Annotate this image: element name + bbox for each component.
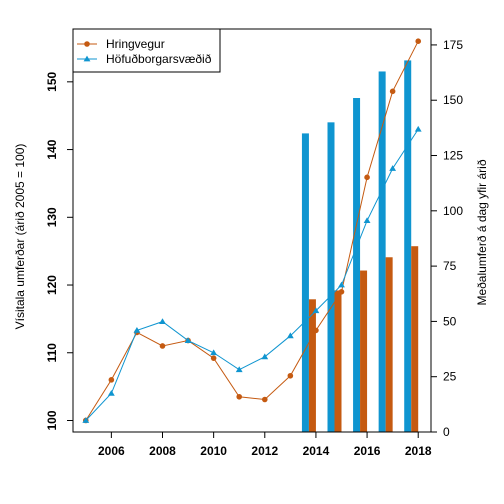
right-tick-label-100: 100 [443, 204, 463, 218]
bar-orange-2017 [385, 257, 393, 432]
left-tick-label-110: 110 [45, 343, 59, 363]
right-tick-label-175: 175 [443, 38, 463, 52]
point-2-2016 [363, 217, 371, 224]
bar-blue-2018 [404, 60, 412, 432]
bar-blue-2014 [301, 133, 309, 432]
left-tick-label-100: 100 [45, 410, 59, 430]
x-tick-label-2006: 2006 [98, 444, 125, 458]
point-2-2008 [159, 318, 166, 324]
left-tick-label-130: 130 [45, 207, 59, 227]
right-tick-label-75: 75 [443, 259, 457, 273]
point-1-2010 [210, 355, 217, 361]
bar-orange-2015 [334, 290, 342, 432]
axes-layer: 2006 2008 2010 2012 2014 2016 2018 100 110 120 130… [13, 28, 489, 458]
right-tick-label-50: 50 [443, 314, 457, 328]
left-axis-title: Vísitala umferðar (árið 2005 = 100) [13, 144, 27, 330]
x-tick-label-2012: 2012 [251, 444, 278, 458]
bar-blue-2016 [353, 98, 361, 432]
legend-marker-2 [83, 55, 91, 62]
right-tick-label-25: 25 [443, 370, 457, 384]
x-tick-label-2016: 2016 [354, 444, 381, 458]
bar-orange-2014 [308, 299, 316, 432]
line-series-1 [85, 40, 419, 421]
lines-layer [82, 38, 422, 424]
point-2-2011 [235, 366, 243, 373]
point-2-2007 [133, 327, 141, 333]
point-2-2013 [286, 332, 294, 339]
point-1-2015 [338, 288, 345, 295]
point-1-2016 [364, 174, 370, 181]
legend-label-2: Höfuðborgarsvæðið [106, 52, 212, 66]
x-tick-label-2018: 2018 [405, 444, 432, 458]
point-2-2010 [210, 349, 218, 356]
right-tick-label-125: 125 [443, 149, 463, 163]
point-1-2017 [389, 88, 396, 95]
point-1-2006 [108, 377, 115, 383]
point-1-2008 [159, 343, 166, 349]
point-2-2015 [338, 281, 345, 288]
x-tick-label-2014: 2014 [303, 444, 330, 458]
point-1-2013 [287, 372, 294, 379]
left-tick-label-150: 150 [45, 71, 59, 91]
bar-orange-2018 [411, 246, 419, 432]
x-tick-label-2008: 2008 [149, 444, 176, 458]
bars-layer [301, 60, 419, 433]
point-2-2018 [414, 125, 422, 132]
point-2-2017 [389, 165, 397, 171]
plot-frame [72, 28, 432, 433]
point-1-2011 [236, 393, 243, 400]
point-2-2014 [312, 307, 320, 314]
bar-orange-2016 [360, 270, 368, 432]
x-tick-label-2010: 2010 [200, 444, 227, 458]
point-2-2006 [107, 389, 115, 396]
point-1-2012 [261, 396, 268, 403]
point-2-2009 [184, 337, 192, 343]
point-1-2014 [313, 327, 319, 334]
right-tick-label-0: 0 [443, 425, 450, 439]
left-tick-label-140: 140 [45, 139, 59, 159]
bar-blue-2015 [327, 122, 335, 433]
right-tick-label-150: 150 [443, 93, 463, 107]
legend-label-1: Hringvegur [106, 37, 165, 51]
legend-marker-1 [84, 41, 90, 47]
point-1-2018 [415, 38, 422, 44]
line-series-2 [85, 128, 419, 421]
legend-box [72, 28, 221, 73]
left-tick-label-120: 120 [45, 275, 59, 295]
point-2-2012 [261, 353, 269, 360]
point-2-2005 [82, 417, 90, 423]
bar-blue-2017 [378, 71, 386, 432]
right-axis-title: Meðalumferð á dag yfir árið [475, 159, 489, 305]
